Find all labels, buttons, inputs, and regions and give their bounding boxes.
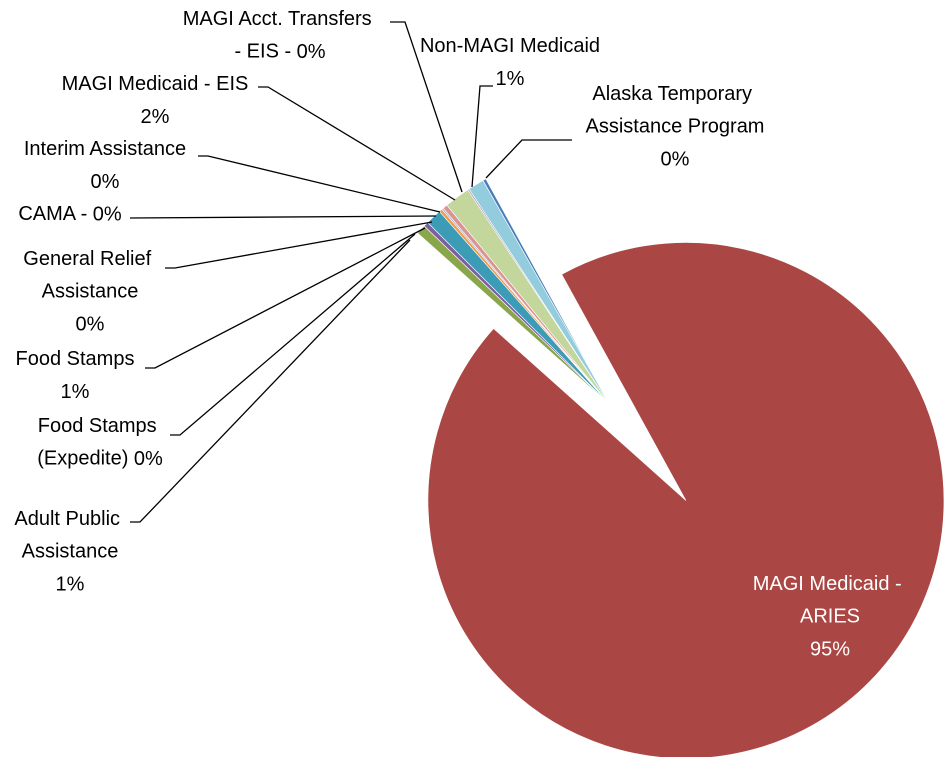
category-label: Alaska Temporary Assistance Program [586,83,765,138]
value-label: 1% [496,68,525,90]
leader-line [471,85,493,188]
label-line: (Expedite) [37,448,128,470]
category-label: Food Stamps [16,348,135,370]
value-label: 0% [134,448,163,470]
label-line: CAMA - [18,203,87,225]
category-label: MAGI Acct. Transfers - EIS - [183,8,378,63]
label-line: Food Stamps [38,415,163,437]
label-line: Assistance Program [586,116,765,138]
value-label: 2% [141,106,170,128]
value-label: 1% [56,573,85,595]
leader-line [165,221,433,269]
label-line: MAGI Acct. Transfers [183,8,378,30]
category-label: Adult Public Assistance [14,508,125,563]
label-line: Adult Public [14,508,125,530]
value-label: 0% [93,203,122,225]
label-line: - EIS - [234,41,291,63]
leader-line [145,227,426,369]
category-label: General Relief Assistance [23,248,156,303]
label-line: Alaska Temporary [592,83,757,105]
label-line: Non-MAGI Medicaid [420,35,600,57]
value-label: 0% [297,41,326,63]
value-label: 0% [91,171,120,193]
value-label: 95% [810,638,850,660]
category-label: Interim Assistance [24,138,186,160]
leader-line [390,21,463,193]
leader-line [258,86,456,201]
leader-line [130,239,411,523]
category-label: CAMA - [18,203,87,225]
leader-line [170,233,416,436]
leader-line [129,215,437,219]
leader-line [485,139,572,179]
category-label: MAGI Medicaid - EIS [62,73,249,95]
label-line: Food Stamps [16,348,135,370]
category-label: Non-MAGI Medicaid [420,35,600,57]
value-label: 0% [76,313,105,335]
pie-slice [468,180,611,406]
label-line: Interim Assistance [24,138,186,160]
value-label: 1% [61,381,90,403]
label-line: Assistance [22,541,119,563]
category-label: MAGI Medicaid - ARIES [753,573,907,628]
label-line: MAGI Medicaid - [753,573,907,595]
label-line: Assistance [42,281,139,303]
pie-slice [427,242,945,757]
label-line: ARIES [800,606,860,628]
category-label: Food Stamps (Expedite) [37,415,162,470]
value-label: 0% [661,148,690,170]
label-line: General Relief [23,248,156,270]
label-line: MAGI Medicaid - EIS [62,73,249,95]
leader-line [198,155,441,213]
